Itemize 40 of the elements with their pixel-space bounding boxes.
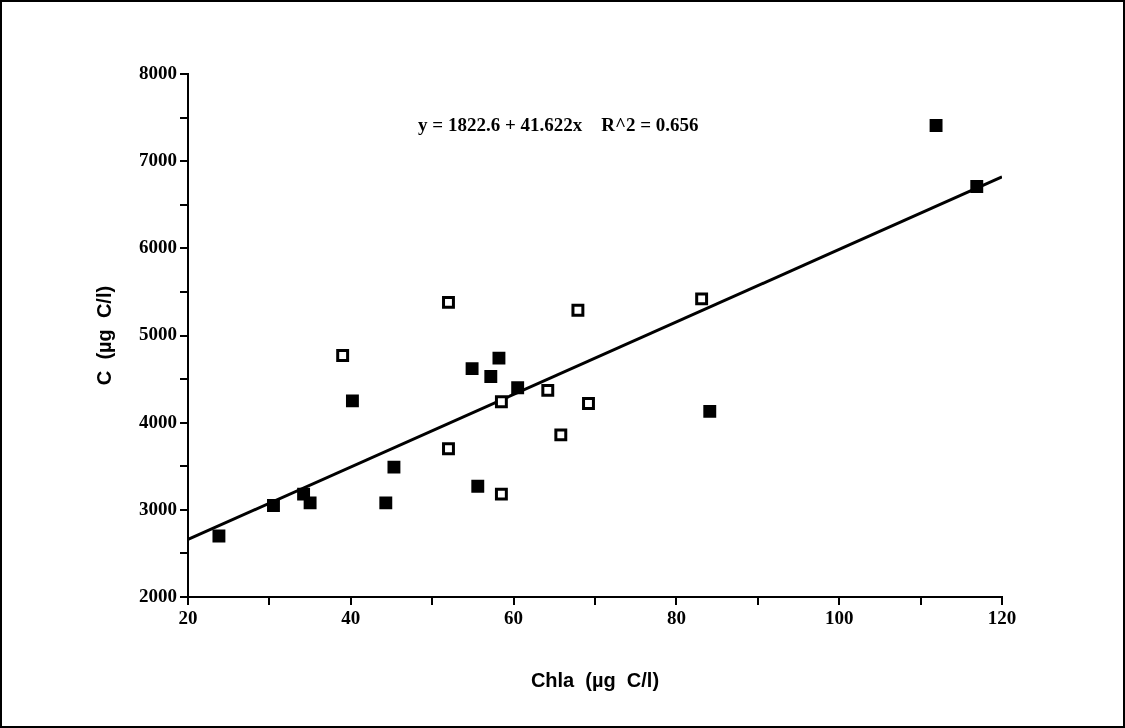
point (387, 460, 401, 474)
x-tick-label: 20 (178, 607, 198, 629)
point (471, 479, 485, 493)
x-tick-label: 80 (666, 607, 686, 629)
y-tick-label: 2000 (139, 584, 177, 606)
point (511, 381, 525, 395)
x-tick-label: 40 (341, 607, 361, 629)
x-tick-label: 100 (824, 607, 854, 629)
y-axis-title: C (µg C/l) (92, 285, 115, 386)
point (492, 351, 506, 365)
point (442, 442, 455, 456)
y-tick-label: 6000 (139, 236, 177, 258)
point (703, 404, 717, 418)
point (336, 349, 350, 362)
point (695, 292, 709, 306)
point (484, 370, 498, 383)
point (541, 383, 555, 397)
point (494, 487, 508, 501)
point (379, 496, 393, 510)
x-tick-label: 60 (504, 607, 524, 629)
point (571, 303, 585, 317)
y-tick-label: 5000 (139, 323, 177, 345)
y-tick-label: 3000 (139, 497, 177, 519)
point (582, 397, 595, 410)
point (465, 362, 479, 376)
point (267, 499, 280, 512)
point (442, 295, 455, 309)
point (494, 395, 508, 409)
point (303, 496, 317, 510)
x-axis-title: Chla (µg C/l) (530, 668, 660, 691)
point (554, 428, 568, 442)
y-tick-label: 8000 (139, 61, 177, 83)
point (212, 529, 226, 543)
point (929, 118, 943, 132)
y-tick-label: 7000 (139, 149, 177, 171)
x-tick-label: 120 (987, 607, 1017, 629)
point (345, 394, 359, 408)
y-tick-label: 4000 (139, 410, 177, 432)
annotation: y = 1822.6 + 41.622x R^2 = 0.656 (418, 113, 699, 135)
point (970, 180, 984, 193)
